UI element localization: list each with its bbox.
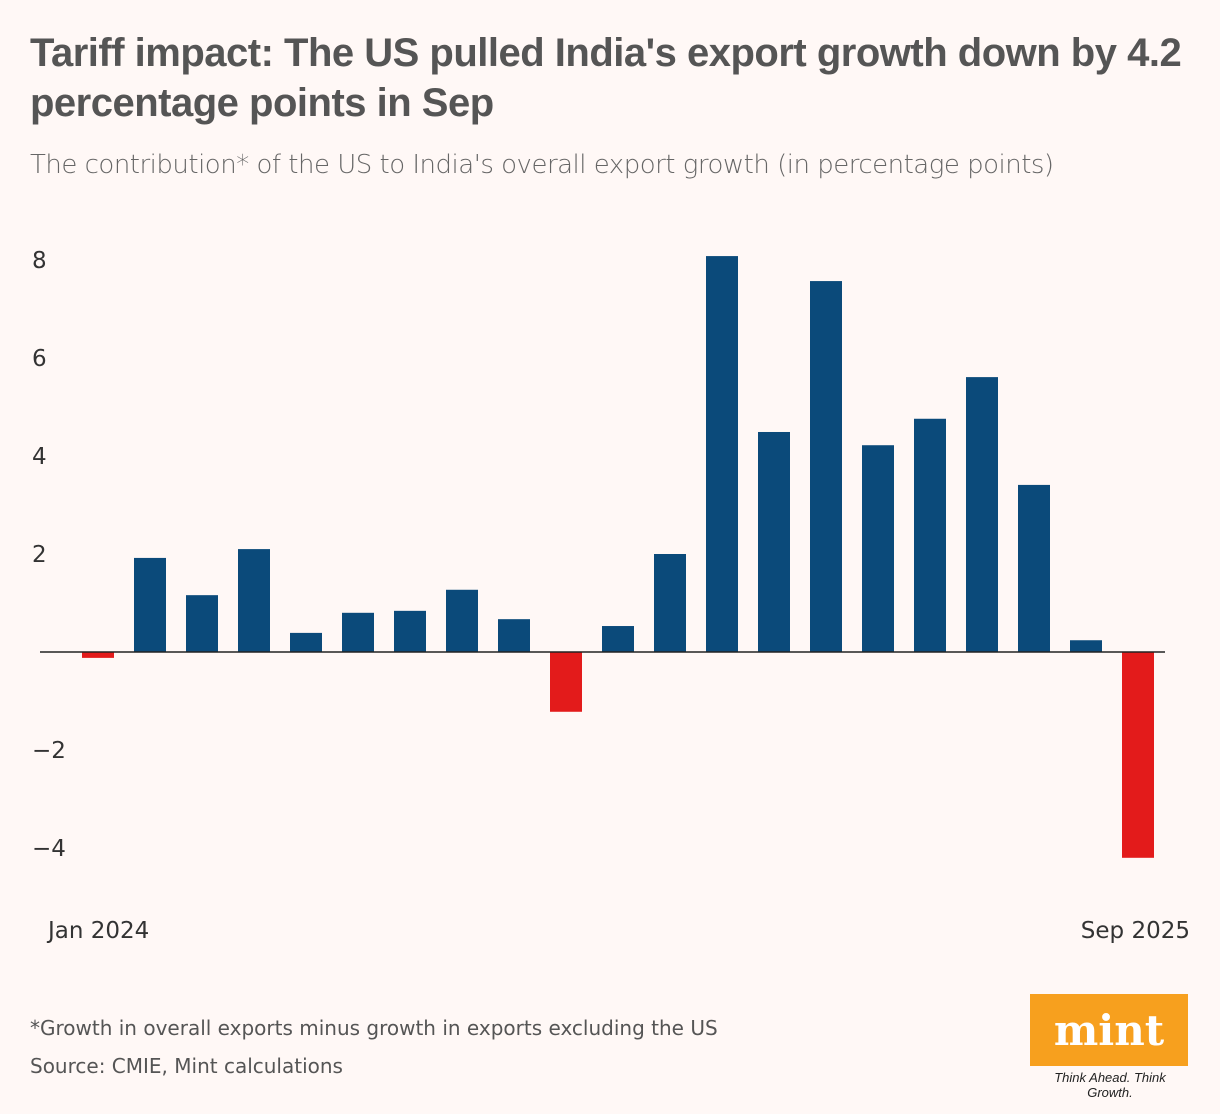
bar-sep-2024 [498,619,530,652]
bar-oct-2024 [550,652,582,712]
y-tick-label: 4 [32,444,47,470]
bar-sep-2025 [1122,652,1154,858]
y-tick-label: −4 [32,836,66,862]
bar-jan-2025 [706,256,738,652]
source-note: Source: CMIE, Mint calculations [30,1054,343,1078]
bar-jul-2024 [394,610,426,652]
chart-subtitle: The contribution* of the US to India's o… [30,150,1054,180]
bar-nov-2024 [602,626,634,652]
y-tick-label: 2 [32,542,47,568]
bar-mar-2024 [186,595,218,652]
bar-aug-2024 [446,589,478,652]
logo-tagline: Think Ahead. Think Growth. [1054,1070,1166,1100]
logo-text: mint [1053,1005,1165,1055]
bar-may-2025 [914,418,946,652]
bar-feb-2024 [134,557,166,652]
y-tick-label: 6 [32,346,47,372]
mint-logo: mint [1030,994,1188,1066]
bar-mar-2025 [810,281,842,652]
bar-chart: −4 −2 2 6 4 8 Jan 2024 Sep 2025 [32,248,1190,944]
footnote: *Growth in overall exports minus growth … [30,1016,718,1040]
y-tick-label: 8 [32,248,47,274]
bar-dec-2024 [654,554,686,652]
bar-jun-2025 [966,377,998,652]
bar-aug-2025 [1070,640,1102,652]
x-tick-label: Jan 2024 [46,918,149,944]
bar-apr-2024 [238,549,270,652]
bar-may-2024 [290,632,322,652]
x-tick-label: Sep 2025 [1081,918,1190,944]
bar-apr-2025 [862,445,894,652]
bar-feb-2025 [758,431,790,652]
bar-jun-2024 [342,612,374,652]
chart-title: Tariff impact: The US pulled India's exp… [30,31,1182,125]
bar-jan-2024 [82,652,114,658]
bar-jul-2025 [1018,484,1050,652]
y-tick-label: −2 [32,738,66,764]
